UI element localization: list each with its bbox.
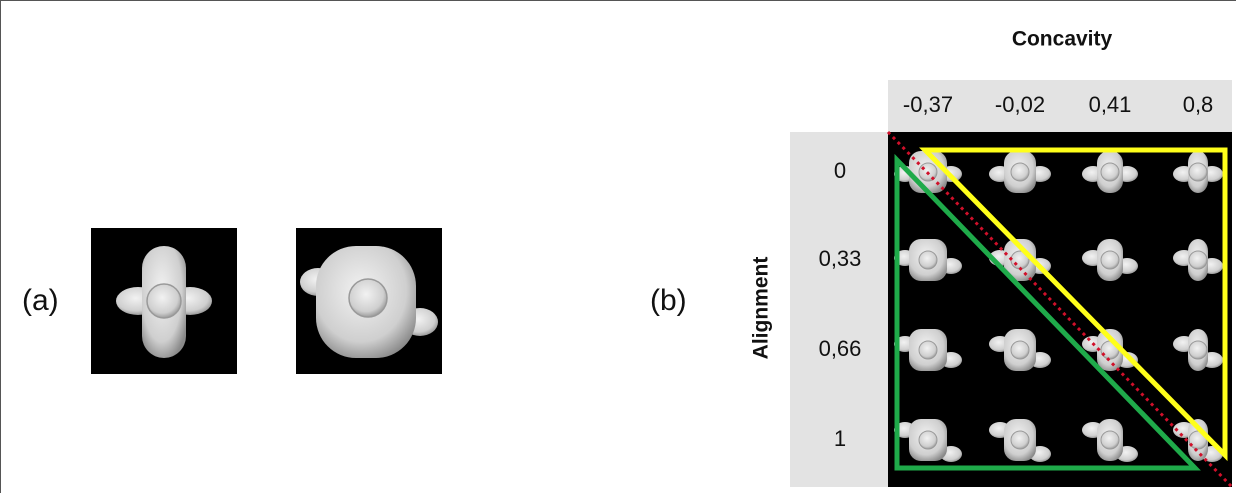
column-label: -0,37 bbox=[903, 92, 953, 117]
column-label: 0,41 bbox=[1089, 92, 1132, 117]
core bbox=[1011, 431, 1029, 449]
core bbox=[919, 251, 937, 269]
row-title: Alignment bbox=[750, 257, 773, 360]
panel-b-label: (b) bbox=[650, 284, 687, 317]
column-title: Concavity bbox=[1012, 28, 1113, 51]
column-label: 0,8 bbox=[1183, 92, 1214, 117]
core bbox=[1101, 431, 1119, 449]
core bbox=[919, 341, 937, 359]
core bbox=[1189, 163, 1207, 181]
core bbox=[1189, 341, 1207, 359]
column-label: -0,02 bbox=[995, 92, 1045, 117]
core bbox=[1189, 251, 1207, 269]
core bbox=[1101, 251, 1119, 269]
panel-a-label: (a) bbox=[22, 284, 59, 317]
row-label: 1 bbox=[834, 426, 846, 451]
core bbox=[1011, 341, 1029, 359]
figure: (a) (b) Concavity Alignment -0,37 -0,02 0,… bbox=[0, 0, 1236, 493]
core bbox=[1101, 163, 1119, 181]
row-label: 0,66 bbox=[819, 336, 862, 361]
core bbox=[1011, 163, 1029, 181]
core bbox=[919, 431, 937, 449]
row-label: 0,33 bbox=[819, 246, 862, 271]
row-label: 0 bbox=[834, 158, 846, 183]
